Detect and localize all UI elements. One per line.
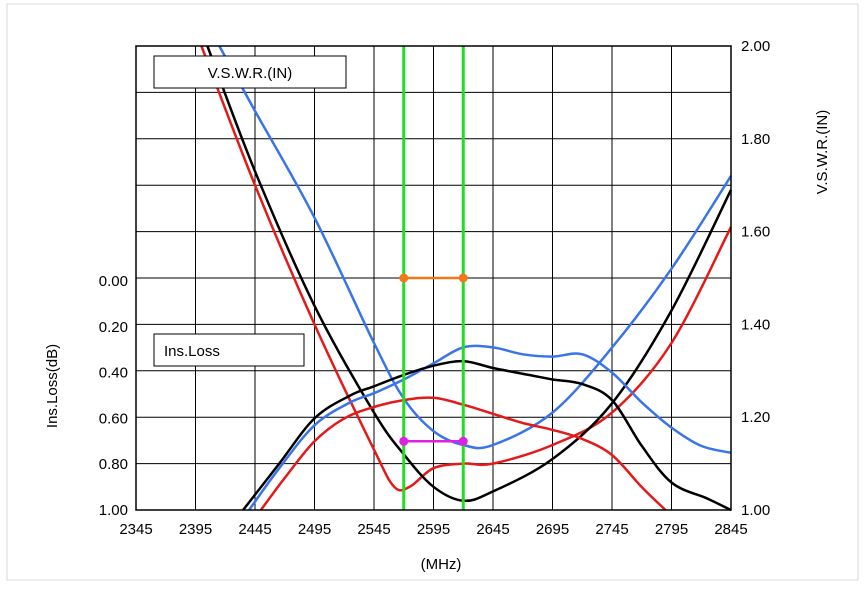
right-tick-label: 2.00 xyxy=(741,38,770,55)
x-tick-label: 2445 xyxy=(238,521,271,538)
x-tick-label: 2495 xyxy=(298,521,331,538)
left-tick-label: 0.20 xyxy=(99,319,128,336)
insloss-annotation-box: Ins.Loss xyxy=(154,334,304,366)
right-tick-label: 1.20 xyxy=(741,409,770,426)
x-tick-label: 2745 xyxy=(595,521,628,538)
x-tick-label: 2595 xyxy=(417,521,450,538)
x-tick-label: 2645 xyxy=(476,521,509,538)
left-tick-label: 0.80 xyxy=(99,456,128,473)
vswr-spec-dot xyxy=(399,274,408,283)
right-tick-label: 1.00 xyxy=(741,502,770,519)
vswr-annotation-box: V.S.W.R.(IN) xyxy=(154,56,346,88)
left-tick-label: 1.00 xyxy=(99,502,128,519)
x-tick-label: 2695 xyxy=(536,521,569,538)
left-axis-label: Ins.Loss(dB) xyxy=(44,344,61,428)
left-tick-label: 0.40 xyxy=(99,365,128,382)
insloss-spec-dot xyxy=(459,437,468,446)
x-axis-label: (MHz) xyxy=(421,556,462,573)
right-axis-label: V.S.W.R.(IN) xyxy=(814,110,831,194)
x-tick-label: 2545 xyxy=(357,521,390,538)
x-tick-label: 2845 xyxy=(714,521,747,538)
insloss-annotation: Ins.Loss xyxy=(164,343,220,360)
insloss-spec-dot xyxy=(399,437,408,446)
x-tick-label: 2795 xyxy=(655,521,688,538)
right-tick-label: 1.80 xyxy=(741,131,770,148)
x-tick-label: 2395 xyxy=(179,521,212,538)
vswr-spec-dot xyxy=(459,274,468,283)
vswr-annotation: V.S.W.R.(IN) xyxy=(208,65,292,82)
x-tick-label: 2345 xyxy=(119,521,152,538)
right-tick-label: 1.40 xyxy=(741,316,770,333)
left-tick-label: 0.00 xyxy=(99,273,128,290)
left-tick-label: 0.60 xyxy=(99,410,128,427)
right-tick-label: 1.60 xyxy=(741,224,770,241)
